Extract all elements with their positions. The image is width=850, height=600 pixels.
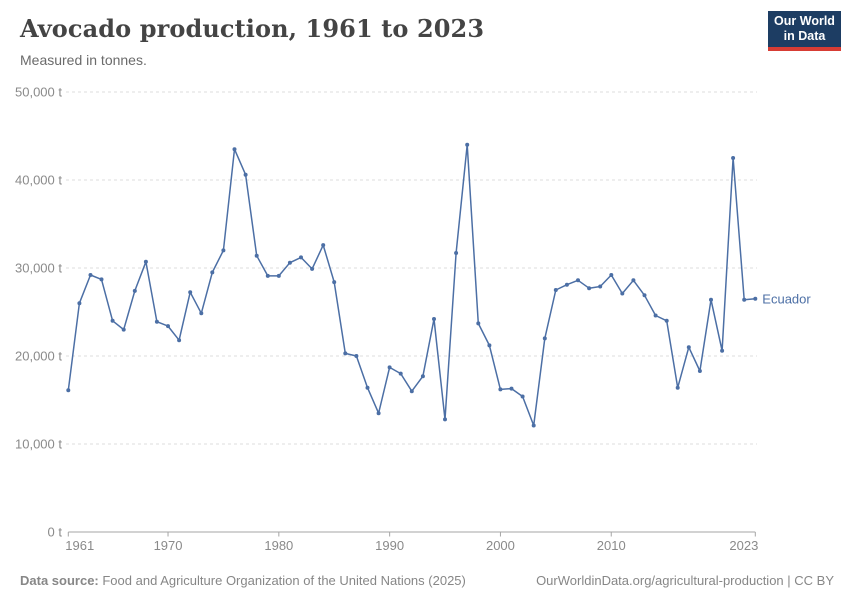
svg-text:10,000 t: 10,000 t — [15, 437, 62, 452]
x-axis: 1961 1970 1980 1990 2000 2010 2023 — [65, 531, 758, 553]
series-ecuador[interactable]: Ecuador — [66, 142, 811, 428]
line-chart: 0 t 10,000 t 20,000 t 30,000 t 40,000 t 50,00… — [15, 85, 811, 554]
svg-text:50,000 t: 50,000 t — [15, 85, 62, 100]
owid-logo-line1: Our World — [774, 14, 835, 28]
svg-text:0 t: 0 t — [48, 525, 63, 540]
svg-text:2023: 2023 — [729, 538, 758, 553]
svg-text:1961: 1961 — [65, 538, 94, 553]
gridlines — [66, 91, 757, 445]
svg-text:1990: 1990 — [375, 538, 404, 553]
data-points[interactable] — [66, 142, 758, 428]
chart-footer: Data source: Food and Agriculture Organi… — [20, 573, 834, 588]
svg-text:1980: 1980 — [264, 538, 293, 553]
svg-text:1970: 1970 — [154, 538, 183, 553]
series-end-label[interactable]: Ecuador — [762, 291, 811, 306]
attribution-link[interactable]: OurWorldinData.org/agricultural-producti… — [536, 573, 834, 588]
svg-text:40,000 t: 40,000 t — [15, 173, 62, 188]
series-line[interactable] — [67, 144, 756, 427]
owid-logo-line2: in Data — [783, 29, 826, 43]
page-title: Avocado production, 1961 to 2023 — [20, 14, 485, 43]
data-source-label: Data source: — [20, 573, 99, 588]
chart-header: Avocado production, 1961 to 2023 Measure… — [20, 14, 750, 68]
svg-text:20,000 t: 20,000 t — [15, 349, 62, 364]
y-axis-labels: 0 t 10,000 t 20,000 t 30,000 t 40,000 t 50,00… — [15, 85, 62, 540]
svg-text:30,000 t: 30,000 t — [15, 261, 62, 276]
owid-logo[interactable]: Our World in Data — [768, 11, 841, 51]
data-source-note: Data source: Food and Agriculture Organi… — [20, 573, 466, 588]
data-source-text: Food and Agriculture Organization of the… — [98, 573, 466, 588]
svg-text:2000: 2000 — [486, 538, 515, 553]
svg-text:2010: 2010 — [597, 538, 626, 553]
chart-subtitle: Measured in tonnes. — [20, 52, 147, 68]
plot-area: 0 t 10,000 t 20,000 t 30,000 t 40,000 t 50,00… — [15, 85, 811, 554]
